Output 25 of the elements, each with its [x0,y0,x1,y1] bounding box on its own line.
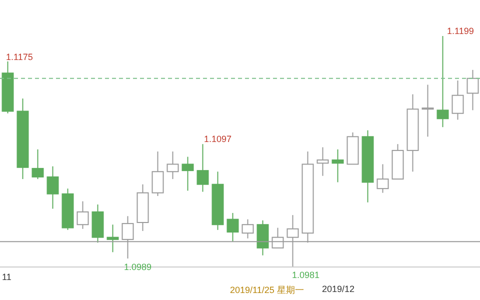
candlestick [152,151,164,197]
annotation: 1.0989 [124,262,152,272]
candlestick [436,36,449,128]
candlestick [76,200,89,230]
candlestick [182,156,194,192]
candlestick [316,146,329,176]
annotation: 1.1199 [447,26,474,36]
annotation: 1.1097 [204,134,232,144]
candlestick [422,84,434,138]
text: 2019/11/25 星期一 [230,284,304,297]
candlestick [226,212,239,242]
text: 1.0981 [292,270,320,280]
candlestick [256,220,269,256]
candlestick [376,164,389,194]
candlestick [166,151,179,180]
candlestick [242,218,254,239]
candlestick [106,224,119,253]
annotation: 1.1175 [6,52,33,62]
candlestick [46,166,59,210]
text: 2019/12 [322,284,355,294]
candlestick [452,80,464,120]
text: 11 [2,272,12,282]
candlestick [196,144,209,192]
candlestick [332,148,344,183]
candlestick [32,148,44,180]
